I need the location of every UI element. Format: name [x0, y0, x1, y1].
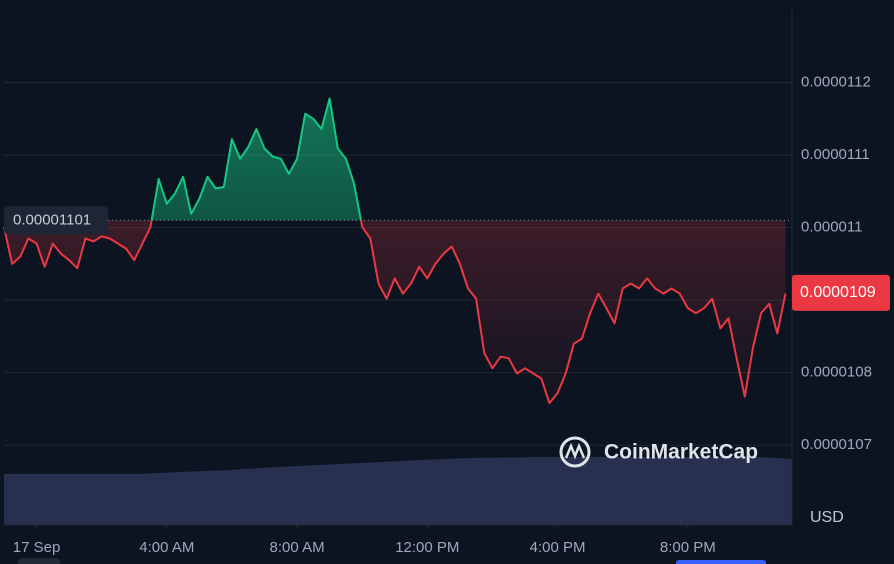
current-price-label: 0.0000109 [800, 284, 876, 301]
baseline-label-box [4, 206, 108, 235]
x-tick-label: 4:00 PM [530, 539, 586, 556]
y-tick-label: 0.0000107 [801, 436, 872, 453]
y-tick-label: 0.000011 [801, 219, 862, 236]
x-tick-label: 8:00 PM [660, 539, 716, 556]
x-tick-label: 17 Sep [13, 539, 61, 556]
baseline-label: 0.00001101 [13, 211, 91, 228]
y-tick-label: 0.0000108 [801, 364, 872, 381]
currency-label: USD [810, 509, 844, 526]
price-line-down [3, 220, 787, 405]
current-price-box [792, 274, 890, 311]
y-tick-label: 0.0000111 [801, 146, 870, 163]
x-tick-label: 8:00 AM [270, 539, 325, 556]
plot [3, 97, 792, 405]
labels: 0.0000107 0.0000108 0.0000109 0.000011 0.000… [4, 74, 890, 556]
range-slider[interactable] [676, 560, 766, 564]
x-tick-label: 4:00 AM [139, 539, 194, 556]
watermark-logo [559, 436, 591, 468]
x-tick-label: 12:00 PM [395, 539, 459, 556]
y-tick-label: 0.0000112 [801, 74, 871, 91]
volume-area [4, 457, 792, 525]
watermark: CoinMarketCap [559, 436, 758, 468]
watermark-logo [564, 442, 586, 460]
watermark-text: CoinMarketCap [604, 441, 758, 464]
scroll-handle[interactable] [18, 558, 60, 564]
area-down [4, 220, 786, 404]
